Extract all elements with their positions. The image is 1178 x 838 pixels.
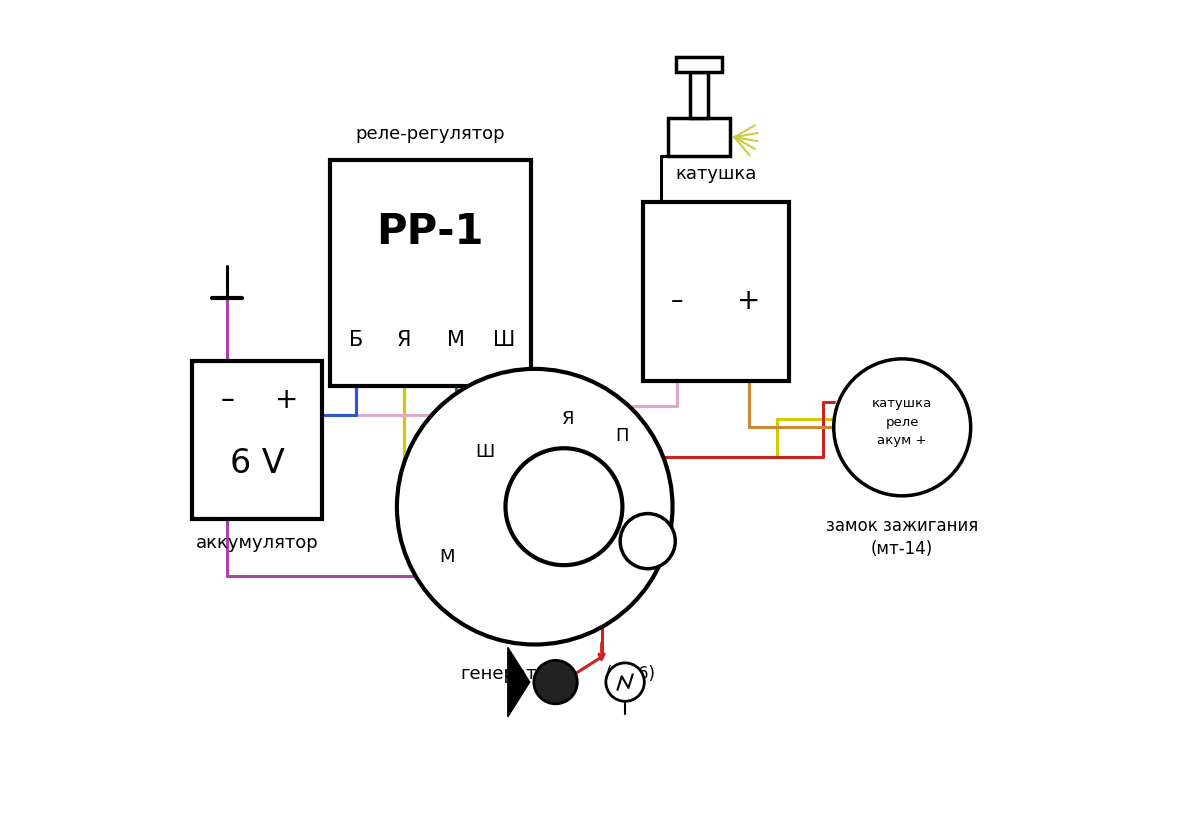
Text: Ш: Ш xyxy=(475,443,495,462)
Text: Я: Я xyxy=(397,330,411,350)
Circle shape xyxy=(505,448,622,565)
Text: акум +: акум + xyxy=(878,434,927,447)
Bar xyxy=(643,202,789,381)
Circle shape xyxy=(620,514,675,569)
Text: генератор: генератор xyxy=(461,665,560,684)
Text: катушка: катушка xyxy=(676,165,757,184)
Text: РР-1: РР-1 xyxy=(377,211,484,253)
Text: замок зажигания: замок зажигания xyxy=(826,517,979,535)
Text: 6 V: 6 V xyxy=(230,447,284,480)
Text: +: + xyxy=(276,386,298,414)
Bar xyxy=(689,72,708,118)
Text: –: – xyxy=(220,386,234,414)
Text: –: – xyxy=(670,288,683,313)
Text: М: М xyxy=(439,548,455,566)
Text: (мт-14): (мт-14) xyxy=(871,541,933,558)
Text: +: + xyxy=(737,287,760,314)
Bar xyxy=(330,160,530,385)
Text: М: М xyxy=(448,330,465,350)
Text: реле-регулятор: реле-регулятор xyxy=(356,126,505,143)
Text: Я: Я xyxy=(562,410,575,428)
Circle shape xyxy=(397,369,673,644)
Text: Ш: Ш xyxy=(494,330,516,350)
Bar xyxy=(668,118,730,156)
Bar xyxy=(676,57,722,72)
Circle shape xyxy=(834,359,971,496)
Bar xyxy=(192,360,322,520)
Text: Б: Б xyxy=(349,330,363,350)
Text: аккумулятор: аккумулятор xyxy=(196,535,318,552)
Text: реле: реле xyxy=(886,416,919,429)
Text: катушка: катушка xyxy=(872,397,932,411)
Text: (Г-36): (Г-36) xyxy=(605,665,656,684)
Circle shape xyxy=(534,660,577,704)
Circle shape xyxy=(605,663,644,701)
Polygon shape xyxy=(508,647,530,716)
Text: П: П xyxy=(616,427,629,445)
